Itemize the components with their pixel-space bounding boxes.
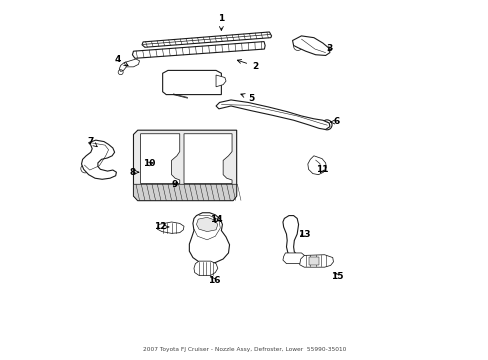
Polygon shape <box>81 140 116 179</box>
Polygon shape <box>299 255 333 267</box>
Polygon shape <box>133 184 236 201</box>
Polygon shape <box>307 156 325 175</box>
Text: 14: 14 <box>210 215 223 224</box>
Text: 7: 7 <box>87 137 97 147</box>
Polygon shape <box>196 217 217 231</box>
Polygon shape <box>142 32 271 47</box>
Polygon shape <box>283 216 298 256</box>
Text: 13: 13 <box>297 230 310 239</box>
Text: 5: 5 <box>241 94 254 103</box>
Polygon shape <box>183 134 232 184</box>
Polygon shape <box>216 75 225 87</box>
Polygon shape <box>163 71 221 95</box>
Text: 4: 4 <box>115 55 128 66</box>
Polygon shape <box>132 42 264 58</box>
Polygon shape <box>124 59 139 67</box>
Polygon shape <box>194 261 217 275</box>
Text: 2: 2 <box>237 59 258 71</box>
Text: 10: 10 <box>142 159 155 168</box>
Polygon shape <box>292 36 329 55</box>
Polygon shape <box>133 130 236 201</box>
Text: 3: 3 <box>326 44 332 53</box>
Text: 11: 11 <box>315 165 327 174</box>
Text: 9: 9 <box>172 180 178 189</box>
Text: 2007 Toyota FJ Cruiser - Nozzle Assy, Defroster, Lower  55990-35010: 2007 Toyota FJ Cruiser - Nozzle Assy, De… <box>142 347 346 351</box>
Polygon shape <box>157 222 183 233</box>
Text: 12: 12 <box>153 222 168 231</box>
Text: 15: 15 <box>331 272 343 281</box>
Text: 8: 8 <box>129 168 139 177</box>
Text: 16: 16 <box>207 276 220 285</box>
Text: 6: 6 <box>330 117 340 126</box>
Polygon shape <box>308 257 319 265</box>
Polygon shape <box>216 100 329 130</box>
Polygon shape <box>141 134 180 184</box>
Text: 1: 1 <box>218 14 224 30</box>
Polygon shape <box>283 253 305 264</box>
Polygon shape <box>189 213 229 264</box>
